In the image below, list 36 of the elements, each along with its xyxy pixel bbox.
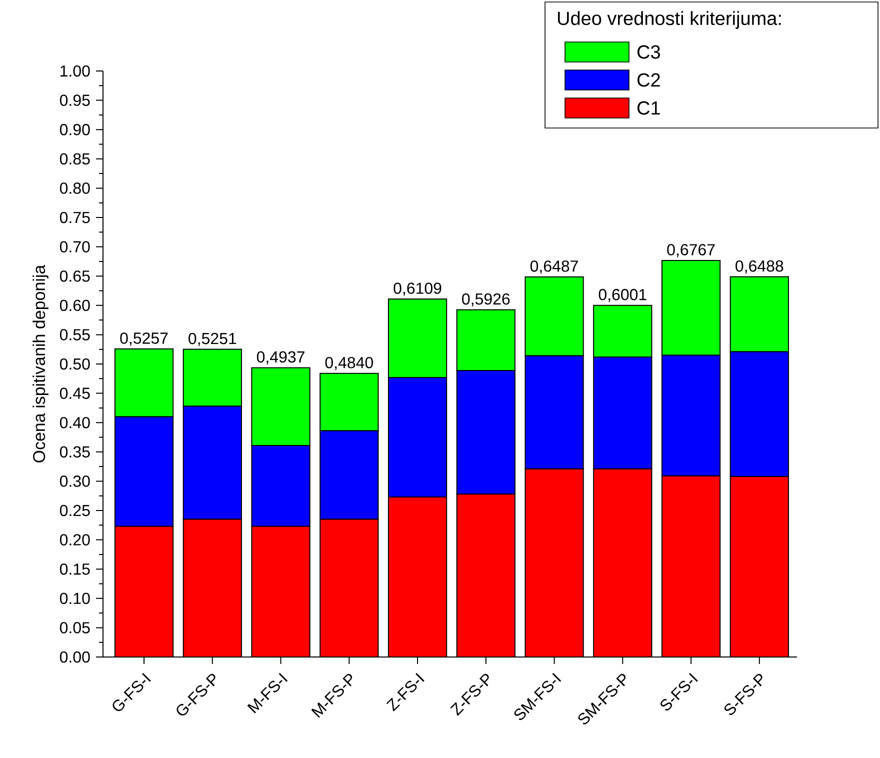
- y-tick-label: 0.45: [60, 388, 90, 399]
- total-label: 0,5251: [188, 332, 236, 346]
- y-tick-label: 0.70: [60, 241, 90, 252]
- y-tick-label: 0.30: [60, 476, 90, 487]
- y-tick-label: 0.15: [60, 563, 90, 575]
- y-tick-label: 1.00: [60, 65, 90, 77]
- total-label: 0,6109: [394, 282, 442, 296]
- y-tick-label: 0.40: [60, 416, 90, 428]
- y-tick-label: 0.75: [60, 212, 90, 224]
- y-tick-label: 0.35: [60, 446, 90, 458]
- y-tick-label: 0.00: [60, 651, 90, 663]
- total-label: 0,6001: [598, 288, 646, 302]
- legend-label: C3: [638, 45, 660, 59]
- total-label: 0,4840: [325, 356, 373, 370]
- total-label: 0,6487: [530, 260, 578, 274]
- y-tick-label: 0.55: [60, 329, 90, 340]
- legend-title: Udeo vrednosti kriterijuma:: [558, 11, 781, 29]
- legend-label: C2: [638, 73, 660, 87]
- y-tick-label: 0.50: [60, 358, 90, 370]
- total-label: 0,5257: [120, 332, 168, 346]
- total-label: 0,6767: [667, 244, 715, 258]
- y-tick-label: 0.10: [60, 592, 90, 604]
- legend-label: C1: [638, 101, 660, 115]
- y-axis-title: Ocena ispitivanih deponija: [32, 264, 48, 462]
- y-tick-label: 0.95: [60, 94, 90, 106]
- y-tick-label: 0.65: [60, 270, 90, 282]
- total-label: 0,5926: [462, 293, 510, 307]
- y-tick-label: 0.25: [60, 504, 90, 516]
- total-label: 0,4937: [256, 351, 304, 364]
- y-tick-label: 0.90: [60, 124, 90, 136]
- y-tick-label: 0.05: [60, 622, 90, 634]
- total-label: 0,6488: [736, 260, 784, 274]
- y-tick-label: 0.20: [60, 534, 90, 546]
- y-tick-label: 0.60: [60, 300, 90, 312]
- y-tick-label: 0.80: [60, 182, 90, 194]
- y-tick-label: 0.85: [60, 153, 90, 165]
